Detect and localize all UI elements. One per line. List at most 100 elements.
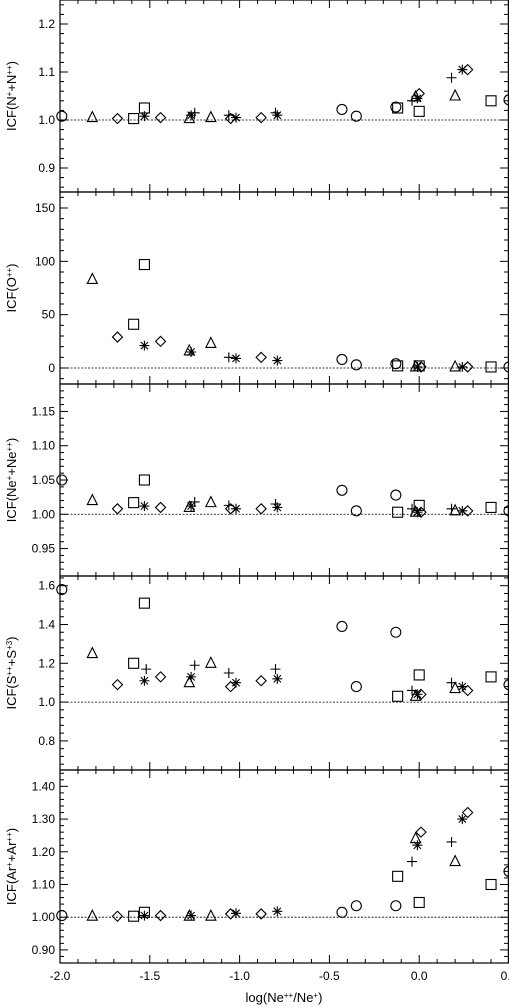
points-ne (56, 474, 509, 519)
data-point-circle (336, 620, 348, 632)
data-point-square (392, 870, 404, 882)
data-point-asterisk (186, 671, 197, 682)
data-point-circle (503, 505, 509, 517)
data-point-square (413, 896, 425, 909)
y-tick-label: 0.90 (32, 943, 56, 957)
data-point-asterisk (272, 110, 283, 121)
data-point-asterisk (186, 110, 197, 121)
y-axis-label-ar: ICF(Ar++Ar++) (4, 828, 19, 905)
data-point-asterisk (139, 675, 150, 686)
data-point-square (128, 318, 140, 330)
data-point-circle (503, 94, 509, 106)
data-point-triangle (183, 343, 196, 356)
data-point-plus (189, 496, 200, 507)
data-point-square (413, 499, 425, 511)
data-point-square (128, 497, 140, 509)
data-point-diamond (415, 688, 427, 701)
y-tick-label: 1.2 (38, 17, 55, 31)
y-tick-label: 1.0 (38, 695, 55, 709)
data-point-circle (336, 906, 348, 918)
data-point-triangle (409, 831, 422, 844)
y-tick-label: 1.1 (38, 65, 55, 79)
y-tick-label: 100 (35, 254, 55, 268)
data-point-circle (390, 101, 402, 113)
data-point-circle (390, 626, 402, 638)
x-axis-label: log(Ne++/Ne+) (246, 990, 323, 1005)
data-point-plus (407, 503, 418, 514)
y-tick-label: 1.10 (32, 877, 56, 891)
data-point-asterisk (139, 111, 150, 122)
data-point-triangle (183, 675, 196, 688)
data-point-diamond (415, 826, 427, 838)
data-point-asterisk (139, 910, 150, 921)
data-point-asterisk (231, 908, 242, 919)
data-point-triangle (204, 908, 217, 921)
y-tick-label: 1.40 (32, 779, 56, 793)
y-tick-label: 50 (42, 308, 56, 322)
data-point-square (485, 95, 497, 107)
data-point-diamond (111, 331, 124, 343)
data-point-diamond (255, 674, 267, 687)
data-point-diamond (255, 111, 267, 124)
data-point-circle (503, 361, 509, 373)
data-point-diamond (154, 335, 167, 348)
panel-n: 0.9 1.0 1.1 1.2 ICF(N++N++) (4, 0, 509, 193)
data-point-square (138, 258, 150, 271)
data-point-square (128, 657, 140, 669)
y-axis-label-n: ICF(N++N++) (4, 61, 19, 131)
data-point-triangle (86, 493, 99, 506)
data-point-triangle (204, 656, 217, 668)
y-axis-label-o: ICF(O++) (4, 263, 19, 312)
data-point-triangle (204, 110, 217, 123)
data-point-triangle (86, 272, 99, 285)
data-point-diamond (415, 506, 427, 519)
data-point-asterisk (272, 673, 283, 684)
x-tick-label: -2.0 (50, 969, 71, 983)
data-point-asterisk (186, 910, 197, 921)
y-tick-label: 1.00 (32, 910, 56, 924)
y-tick-label: 1.0 (38, 113, 55, 127)
points-o (86, 258, 509, 373)
data-point-circle (390, 358, 402, 370)
data-point-plus (407, 856, 418, 867)
data-point-diamond (111, 112, 124, 125)
data-point-plus (189, 660, 200, 671)
data-point-asterisk (412, 507, 423, 518)
data-point-diamond (154, 111, 167, 124)
data-point-asterisk (412, 840, 423, 851)
panel-frame (59, 575, 509, 771)
data-point-circle (56, 474, 68, 486)
y-tick-label: 1.15 (32, 404, 56, 418)
data-point-diamond (224, 112, 237, 125)
data-point-circle (350, 505, 362, 517)
panel-frame (59, 191, 509, 385)
data-point-circle (336, 484, 348, 496)
data-point-diamond (461, 63, 474, 76)
x-tick-label: 0.5 (501, 969, 509, 983)
data-point-triangle (204, 495, 217, 508)
data-point-square (128, 910, 140, 922)
data-point-triangle (86, 110, 99, 123)
data-point-triangle (449, 854, 462, 867)
data-point-asterisk (139, 501, 150, 512)
data-point-asterisk (412, 689, 423, 700)
data-point-asterisk (186, 501, 197, 512)
data-point-asterisk (139, 340, 150, 351)
data-point-circle (390, 489, 402, 501)
data-point-diamond (111, 910, 124, 922)
data-point-asterisk (412, 93, 423, 104)
data-point-asterisk (231, 677, 242, 688)
data-point-triangle (204, 336, 217, 349)
data-point-square (485, 671, 497, 683)
data-point-asterisk (457, 814, 468, 825)
points-ar (56, 806, 509, 922)
panel-ar: 0.90 1.00 1.10 1.20 1.30 1.40 ICF(Ar++Ar++) (4, 769, 509, 964)
data-point-plus (189, 107, 200, 118)
data-point-square (413, 105, 425, 117)
data-point-circle (56, 910, 68, 922)
data-point-triangle (86, 908, 99, 921)
data-point-asterisk (231, 112, 242, 123)
panel-s: 0.8 1.0 1.2 1.4 1.6 ICF(S+++S+3) (4, 575, 509, 771)
data-point-circle (336, 103, 348, 115)
data-point-plus (446, 836, 457, 847)
